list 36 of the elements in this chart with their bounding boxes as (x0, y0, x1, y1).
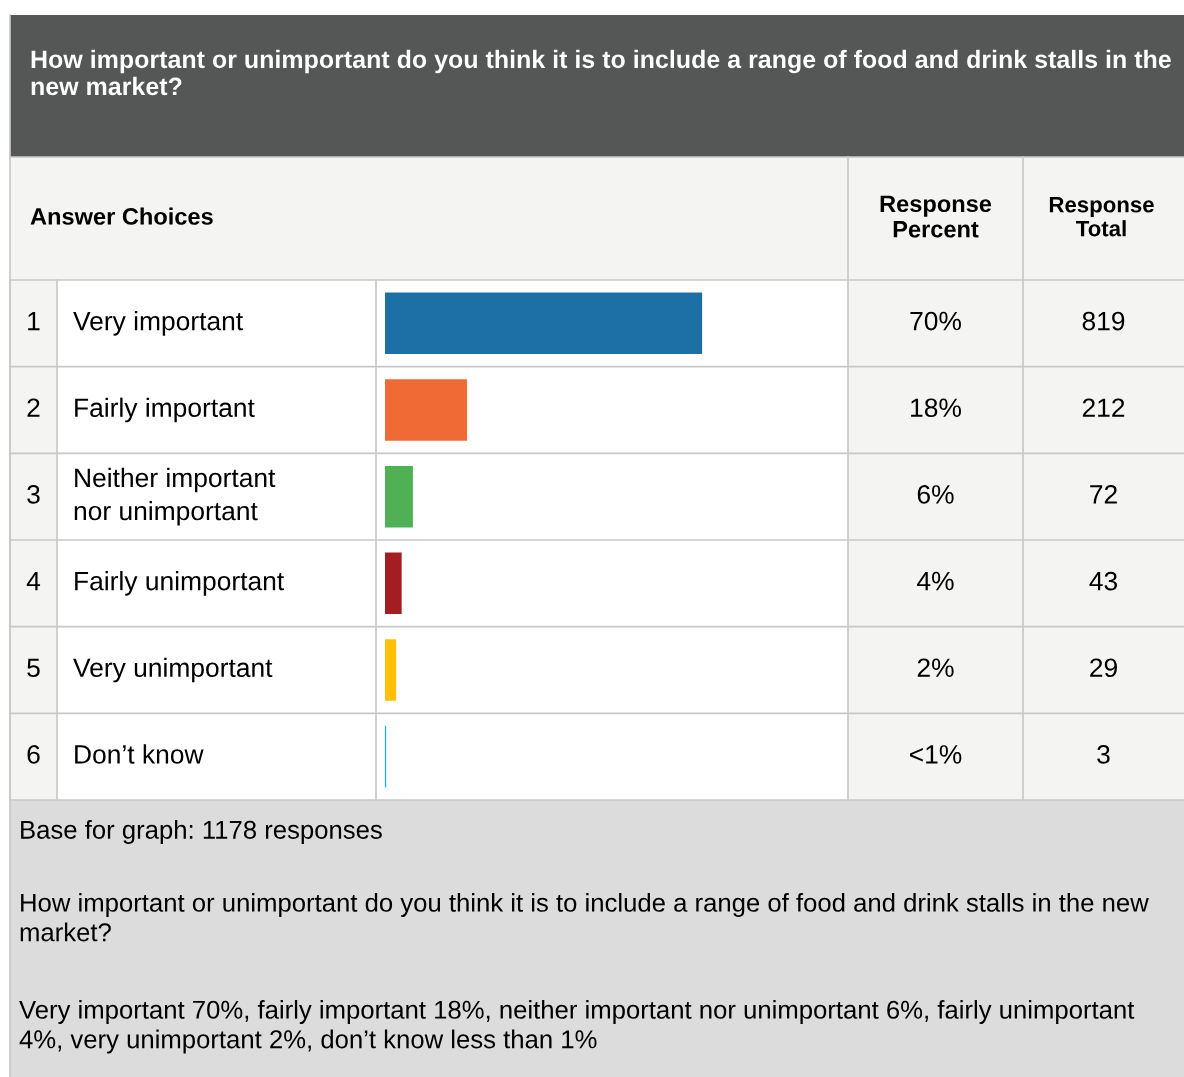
y-tick-label: Fairly unimportant (75, 571, 284, 596)
text: Answer Choices (30, 207, 213, 225)
data-label: 3 (1097, 745, 1110, 764)
text: 1 (28, 312, 40, 331)
text: 3 (27, 485, 40, 504)
y-tick-label: Very unimportant (73, 657, 273, 683)
text: 2% (917, 658, 954, 677)
data-label: 43 (1089, 571, 1118, 591)
data-label: 212 (1082, 398, 1125, 417)
data-label: 72 (1090, 485, 1117, 504)
text: 5 (27, 658, 40, 678)
y-tick-label: Neither important nor unimportant (74, 467, 276, 526)
y-tick-label: Fairly important (75, 397, 255, 423)
text: <1% (910, 745, 962, 764)
bar (385, 639, 397, 701)
text: Response Total (1049, 196, 1154, 237)
text: Response Percent (880, 195, 992, 238)
bar (385, 379, 468, 441)
bar (385, 552, 402, 615)
text: Very important 70%, fairly important 18%, neither important nor unimportant 6%, fairly unimportant 4%, very unimportant 2%, don’t know less than 1% (19, 1000, 1135, 1054)
bar (385, 292, 703, 355)
text: 18% (911, 398, 961, 418)
data-label: 819 (1082, 311, 1125, 331)
bar (385, 465, 413, 528)
text: 2 (27, 398, 40, 417)
text: 6 (27, 745, 40, 764)
text: 6% (917, 485, 954, 504)
y-tick-label: Don’t know (75, 744, 204, 764)
text: 4 (26, 572, 41, 591)
text: Base for graph: 1178 responses (21, 820, 382, 844)
text: 4% (917, 571, 954, 591)
data-label: 29 (1090, 658, 1117, 678)
text: How important or unimportant do you think it is to include a range of food and drink stalls in the new market? (20, 893, 1149, 942)
y-tick-label: Very important (73, 311, 243, 336)
chart-title: How important or unimportant do you think it is to include a range of food and drink stalls in the new market? (31, 49, 1171, 96)
text: 70% (910, 311, 961, 331)
